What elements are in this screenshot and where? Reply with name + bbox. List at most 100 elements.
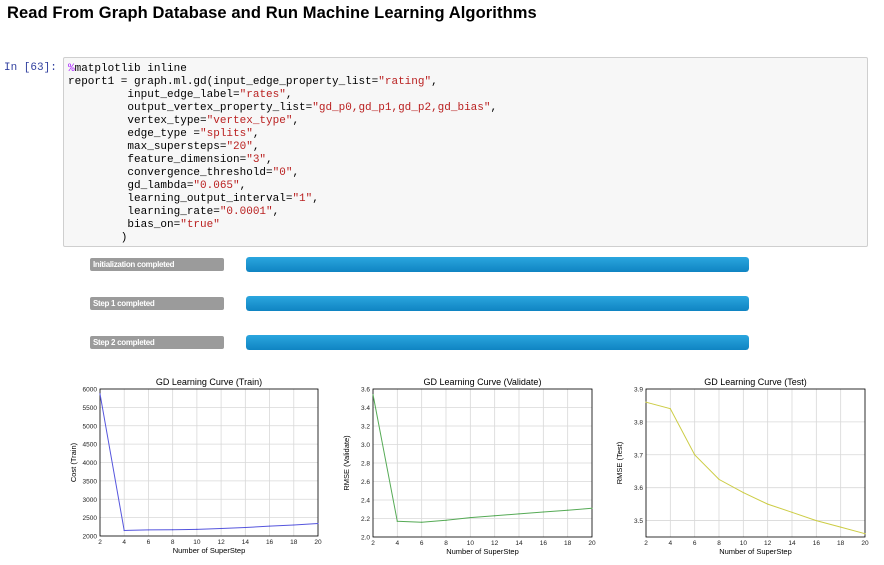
y-tick-label: 4000 — [83, 460, 98, 467]
code-token: edge_type = — [68, 128, 201, 140]
y-tick-label: 3.5 — [634, 518, 643, 525]
y-axis-label: Cost (Train) — [69, 442, 78, 482]
code-token: , — [285, 89, 293, 101]
x-tick-label: 8 — [171, 539, 175, 546]
x-tick-label: 6 — [147, 539, 151, 546]
code-string: "vertex_type" — [206, 115, 293, 127]
code-line: report1 = graph.ml.gd(input_edge_propert… — [68, 76, 438, 88]
code-token: learning_output_interval= — [68, 193, 293, 205]
code-string: "0.065" — [193, 180, 240, 192]
x-tick-label: 4 — [122, 539, 126, 546]
code-line: %matplotlib inline — [68, 63, 187, 75]
data-point — [815, 519, 817, 522]
progress-label: Step 2 completed — [90, 336, 224, 349]
chart-0: 2 4 6 8 10 12 14 16 18 20 2000 2500 3000 3500 4000 4500… — [69, 377, 322, 555]
progress-bar — [246, 257, 749, 272]
x-tick-label: 12 — [217, 539, 225, 546]
x-tick-label: 6 — [693, 540, 697, 547]
x-tick-label: 18 — [564, 540, 572, 547]
data-point — [172, 529, 174, 531]
code-token: learning_rate= — [68, 206, 220, 218]
data-point — [147, 529, 150, 531]
x-tick-label: 4 — [669, 540, 673, 547]
plot-frame — [645, 388, 866, 538]
x-tick-label: 20 — [314, 539, 322, 546]
x-tick-label: 4 — [396, 540, 400, 547]
code-string: "1" — [292, 193, 313, 205]
data-point — [791, 511, 793, 513]
x-tick-label: 20 — [588, 540, 596, 547]
x-tick-label: 16 — [813, 540, 821, 547]
y-tick-label: 3.6 — [361, 387, 370, 394]
code-token: , — [312, 193, 319, 205]
code-line: bias_on="true" — [68, 219, 219, 231]
code-token: , — [272, 206, 280, 218]
y-tick-label: 3000 — [83, 497, 98, 504]
code-token: % — [68, 63, 75, 75]
data-point — [244, 526, 246, 529]
code-token: , — [292, 167, 300, 179]
code-string: "splits" — [200, 128, 253, 140]
code-line: feature_dimension="3", — [68, 154, 272, 166]
plot-frame — [372, 388, 593, 538]
data-point — [421, 521, 423, 523]
chart-title: GD Learning Curve (Test) — [704, 377, 807, 387]
x-tick-label: 2 — [644, 540, 648, 547]
data-point — [220, 527, 222, 530]
code-string: "gd_p0,gd_p1,gd_p2,gd_bias" — [312, 102, 491, 114]
x-tick-label: 16 — [266, 539, 274, 546]
code-token: , — [292, 115, 300, 127]
x-tick-label: 14 — [788, 540, 796, 547]
x-tick-label: 10 — [740, 540, 748, 547]
data-point — [196, 528, 198, 530]
y-tick-label: 4500 — [83, 442, 98, 449]
code-token: gd_lambda= — [68, 180, 194, 192]
x-tick-label: 12 — [491, 540, 499, 547]
code-string: "0" — [272, 167, 293, 179]
series-line — [372, 394, 593, 523]
code-line: learning_output_interval="1", — [68, 193, 319, 205]
code-token: matplotlib inline — [74, 63, 187, 75]
data-point — [840, 526, 842, 528]
code-string: "rates" — [239, 89, 286, 101]
progress-fill — [246, 335, 749, 350]
code-line: max_supersteps="20", — [68, 141, 259, 153]
data-point — [567, 509, 569, 511]
code-token: ) — [68, 232, 128, 244]
code-line: output_vertex_property_list="gd_p0,gd_p1… — [68, 102, 497, 114]
chart-title: GD Learning Curve (Train) — [156, 377, 262, 387]
x-tick-label: 16 — [540, 540, 548, 547]
progress-label: Step 1 completed — [90, 297, 224, 310]
data-point — [518, 513, 520, 515]
data-point — [372, 393, 374, 396]
data-point — [767, 503, 769, 505]
x-tick-label: 6 — [420, 540, 424, 547]
chart-1: 2 4 6 8 10 12 14 16 18 20 2.0 2.2 2.4 2.6 2.8 3.0 3.2 3.4… — [342, 377, 596, 556]
y-tick-label: 6000 — [83, 387, 98, 394]
x-tick-label: 2 — [98, 539, 102, 546]
y-axis-label: RMSE (Validate) — [342, 435, 351, 491]
code-line: gd_lambda="0.065", — [68, 180, 246, 192]
data-point — [591, 507, 593, 509]
code-line: input_edge_label="rates", — [68, 89, 292, 101]
data-point — [864, 533, 866, 535]
code-cell[interactable]: %matplotlib inline report1 = graph.ml.gd… — [63, 57, 868, 247]
progress-label: Initialization completed — [90, 258, 224, 271]
code-line: edge_type ="splits", — [68, 128, 259, 140]
code-token: max_supersteps= — [68, 141, 227, 153]
x-tick-label: 12 — [764, 540, 772, 547]
data-point — [494, 515, 496, 517]
x-tick-label: 8 — [717, 540, 721, 547]
code-editor[interactable]: %matplotlib inline report1 = graph.ml.gd… — [68, 63, 497, 245]
code-line: vertex_type="vertex_type", — [68, 115, 299, 127]
y-tick-label: 3.6 — [634, 485, 643, 492]
code-token: , — [431, 76, 438, 88]
chart-2: 2 4 6 8 10 12 14 16 18 20 3.5 3.6 3.7 3.8 3.9 GD Learni… — [615, 377, 869, 556]
y-tick-label: 3.9 — [634, 387, 643, 394]
code-line: ) — [68, 232, 128, 244]
y-tick-label: 5500 — [83, 405, 98, 412]
code-line: learning_rate="0.0001", — [68, 206, 279, 218]
y-tick-label: 3.0 — [361, 442, 370, 449]
data-point — [469, 516, 471, 519]
y-tick-label: 3500 — [83, 478, 98, 485]
